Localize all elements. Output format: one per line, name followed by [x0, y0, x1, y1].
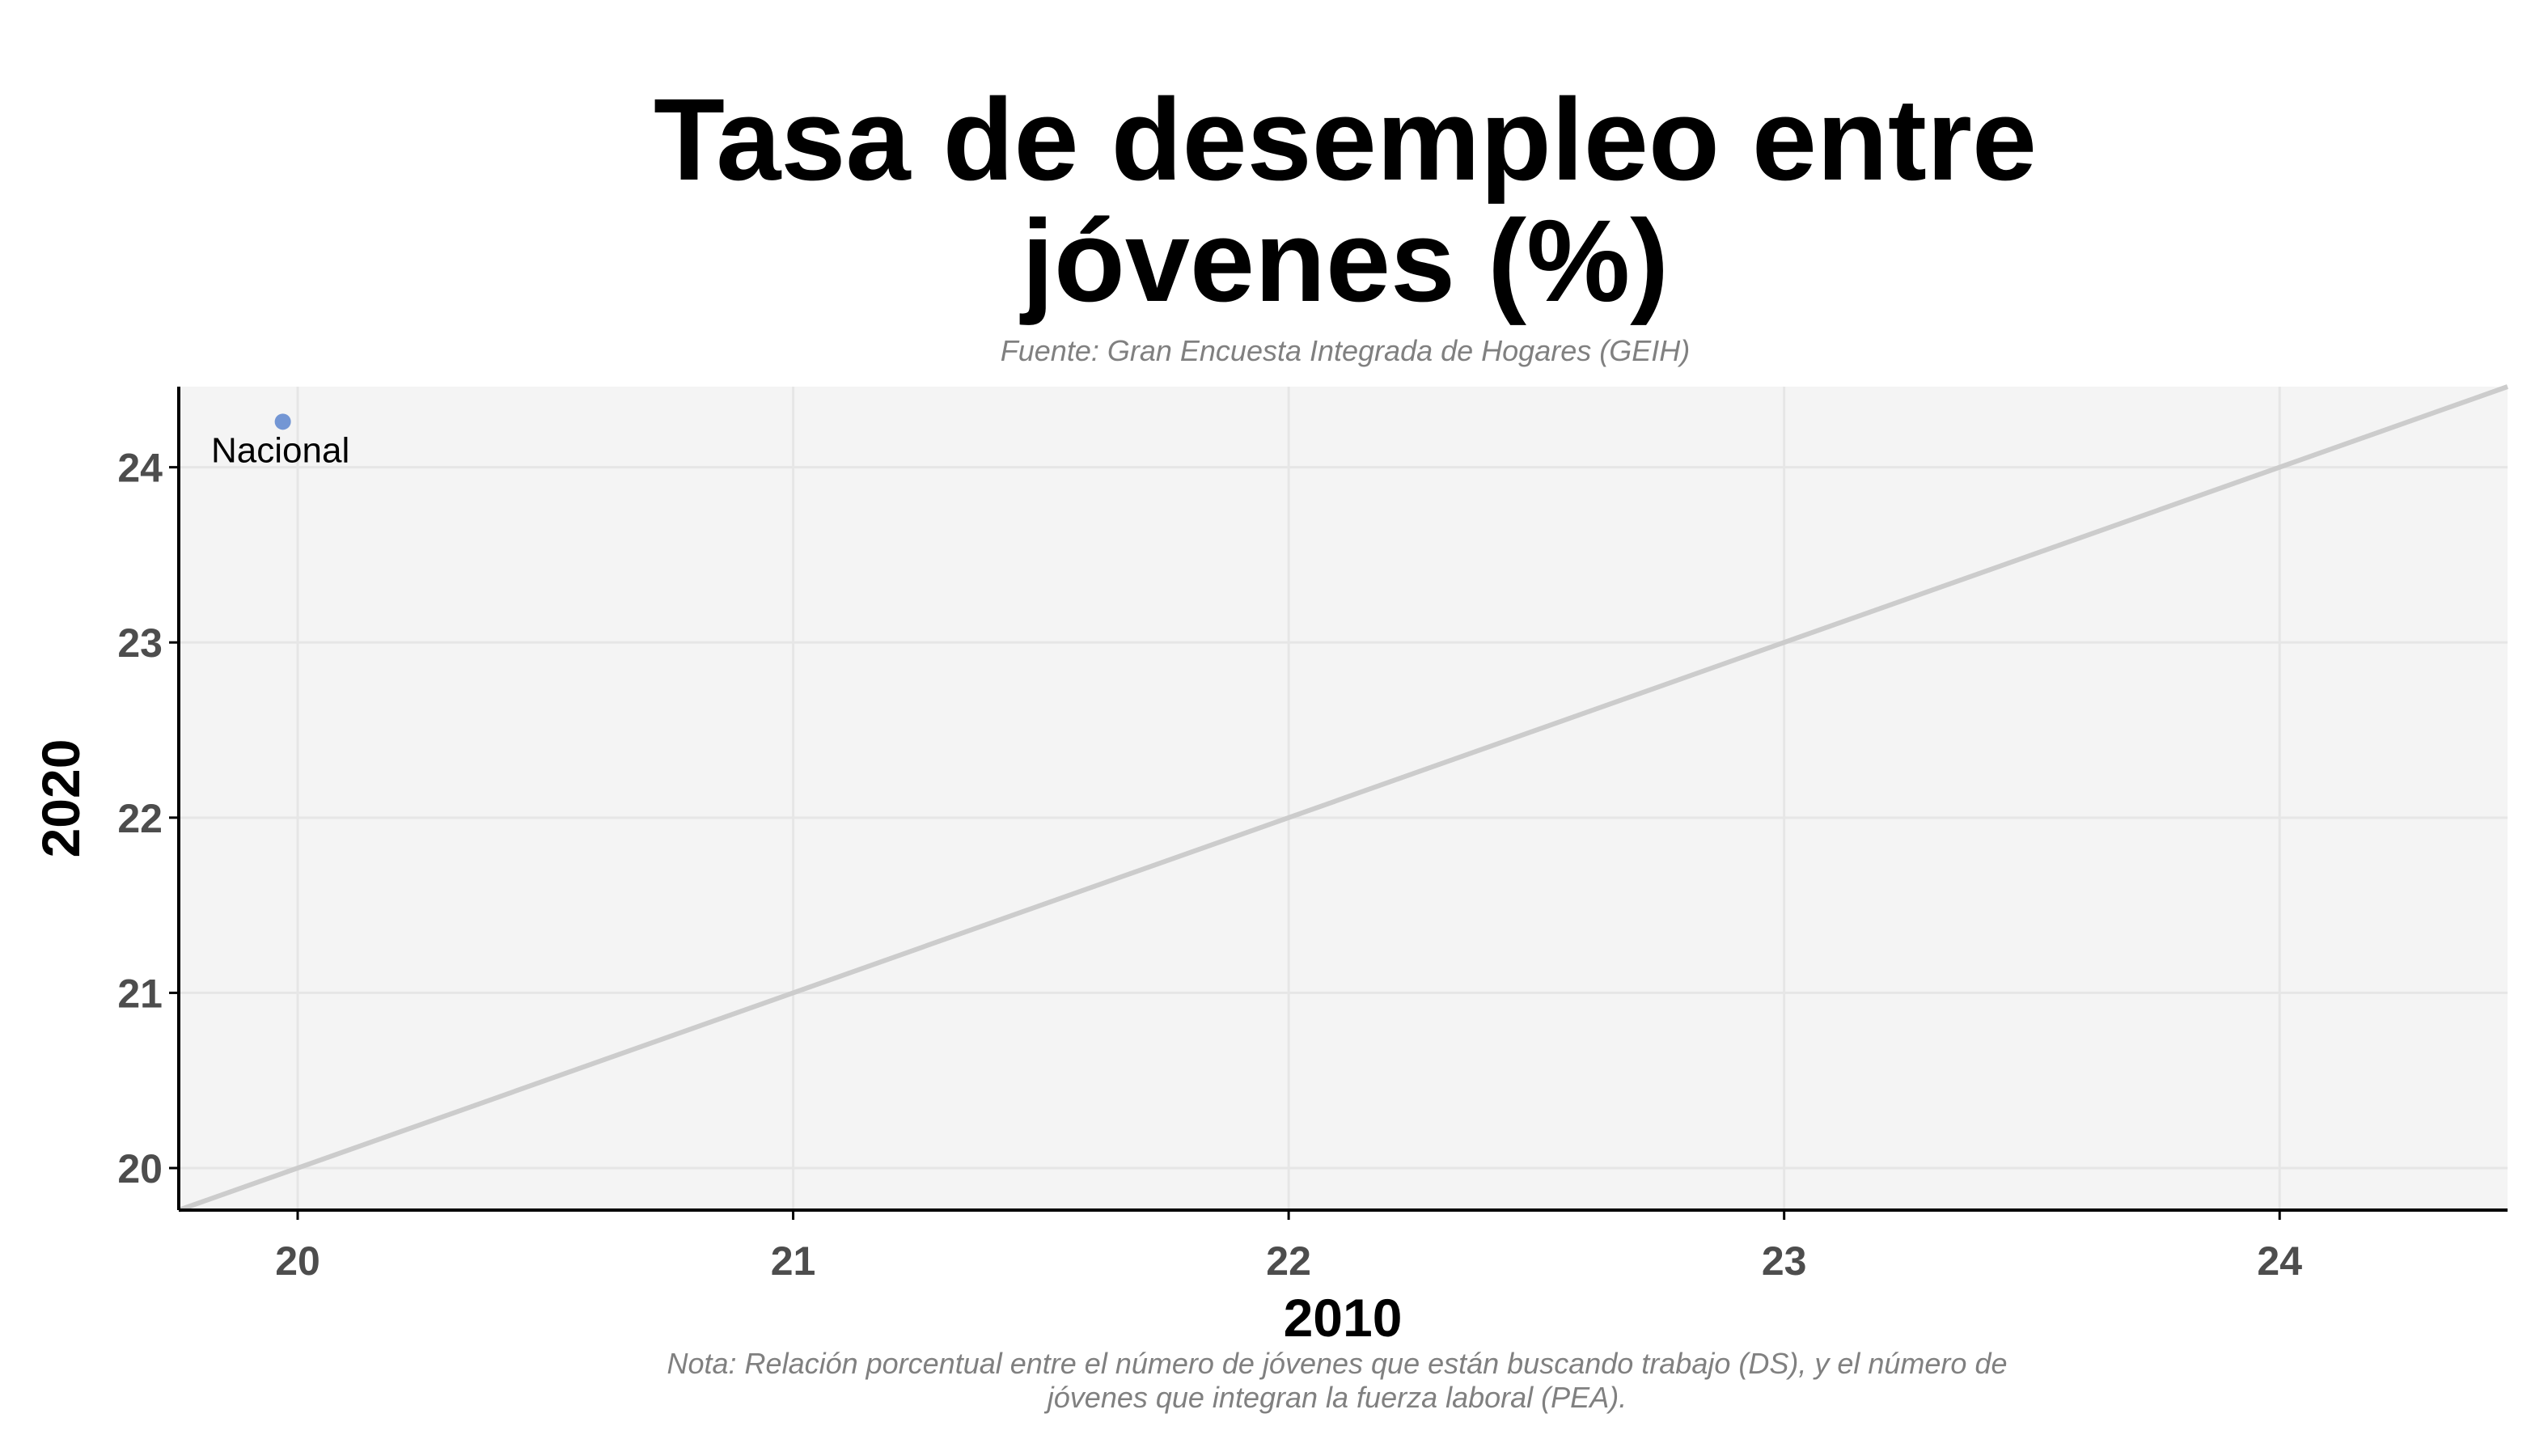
axes — [169, 387, 2508, 1220]
y-tick-label-3: 23 — [117, 620, 163, 666]
tick-labels: 20 21 22 23 24 20 21 22 23 24 — [117, 446, 2302, 1284]
y-tick-label-1: 21 — [117, 971, 163, 1016]
x-tick-label-0: 20 — [275, 1238, 320, 1284]
y-axis-title: 2020 — [31, 739, 91, 858]
chart-caption-line-2: jóvenes que integran la fuerza laboral (… — [1043, 1381, 1627, 1414]
data-marks: Nacional — [177, 384, 2509, 1213]
grid-lines — [179, 387, 2508, 1210]
reference-line — [177, 384, 2509, 1213]
x-tick-label-1: 21 — [771, 1238, 816, 1284]
data-point-0 — [274, 413, 291, 430]
y-tick-label-2: 22 — [117, 796, 163, 841]
chart-caption-line-1: Nota: Relación porcentual entre el númer… — [667, 1347, 2008, 1380]
chart-subtitle: Fuente: Gran Encuesta Integrada de Hogar… — [1001, 334, 1690, 367]
x-tick-label-4: 24 — [2257, 1238, 2302, 1284]
x-tick-label-3: 23 — [1762, 1238, 1807, 1284]
y-tick-label-4: 24 — [117, 446, 163, 491]
x-tick-label-2: 22 — [1266, 1238, 1311, 1284]
x-axis-title: 2010 — [1284, 1288, 1403, 1348]
y-tick-label-0: 20 — [117, 1146, 163, 1191]
chart-title-line-1: Tasa de desempleo entre — [654, 74, 2037, 205]
data-point-label-0: Nacional — [211, 430, 349, 470]
chart-title-line-2: jóvenes (%) — [1019, 196, 1669, 326]
